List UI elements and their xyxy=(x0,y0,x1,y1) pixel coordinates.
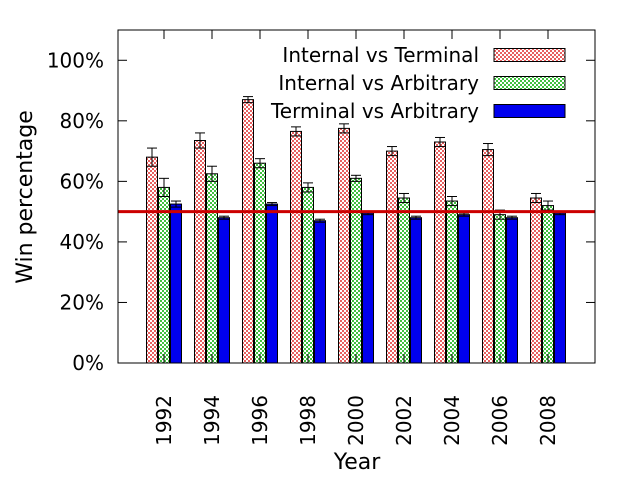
error-bar-internal-vs-terminal-2000 xyxy=(339,123,349,134)
y-tick-label-100: 100% xyxy=(47,48,104,72)
error-bar-internal-vs-terminal-1994 xyxy=(195,132,205,149)
legend-swatch xyxy=(493,104,566,118)
x-tick-label-2006: 2006 xyxy=(488,395,512,446)
bar-internal-vs-terminal-2002 xyxy=(386,150,398,364)
error-bar-internal-vs-terminal-2008 xyxy=(531,192,541,204)
bar-terminal-vs-arbitrary-2008 xyxy=(554,212,566,364)
legend-swatch xyxy=(493,48,566,62)
legend-label: Internal vs Terminal xyxy=(282,43,479,67)
legend-swatch xyxy=(493,76,566,90)
legend: Internal vs Terminal Internal vs Arbitrar… xyxy=(270,43,566,123)
error-bar-internal-vs-terminal-1992 xyxy=(147,147,157,167)
error-bar-internal-vs-arbitrary-1994 xyxy=(207,165,217,182)
x-tick-label-1994: 1994 xyxy=(200,395,224,446)
y-tick-label-20: 20% xyxy=(60,290,104,314)
legend-label: Internal vs Arbitrary xyxy=(278,71,479,95)
legend-label: Terminal vs Arbitrary xyxy=(270,99,479,123)
bar-internal-vs-arbitrary-2002 xyxy=(398,197,410,364)
x-tick-label-2008: 2008 xyxy=(536,395,560,446)
error-bar-terminal-vs-arbitrary-1996 xyxy=(267,202,277,207)
error-bar-terminal-vs-arbitrary-2004 xyxy=(459,212,469,217)
bar-internal-vs-arbitrary-2008 xyxy=(542,205,554,364)
bar-internal-vs-arbitrary-2000 xyxy=(350,177,362,364)
y-tick-label-60: 60% xyxy=(60,169,104,193)
x-tick-label-2000: 2000 xyxy=(344,395,368,446)
bar-terminal-vs-arbitrary-2004 xyxy=(458,214,470,364)
bar-internal-vs-arbitrary-2006 xyxy=(494,214,506,364)
error-bar-terminal-vs-arbitrary-1994 xyxy=(219,215,229,220)
legend-item-internal-vs-arbitrary: Internal vs Arbitrary xyxy=(278,71,566,95)
bar-internal-vs-arbitrary-1998 xyxy=(302,186,314,364)
y-axis-title: Win percentage xyxy=(13,110,38,284)
error-bar-internal-vs-terminal-1998 xyxy=(291,126,301,137)
bar-internal-vs-arbitrary-2004 xyxy=(446,200,458,364)
bar-internal-vs-terminal-1994 xyxy=(194,139,206,364)
error-bar-internal-vs-arbitrary-1992 xyxy=(159,177,169,197)
error-bars-layer xyxy=(147,96,565,223)
error-bar-internal-vs-arbitrary-2004 xyxy=(447,196,457,207)
bar-internal-vs-terminal-2008 xyxy=(530,197,542,364)
bar-terminal-vs-arbitrary-1992 xyxy=(170,203,182,364)
y-tick-label-80: 80% xyxy=(60,109,104,133)
error-bar-internal-vs-arbitrary-1996 xyxy=(255,158,265,169)
bar-terminal-vs-arbitrary-1998 xyxy=(314,220,326,364)
bar-internal-vs-terminal-1996 xyxy=(242,99,254,364)
error-bar-terminal-vs-arbitrary-1998 xyxy=(315,218,325,223)
x-tick-label-1998: 1998 xyxy=(296,395,320,446)
bars-layer xyxy=(146,99,566,364)
bar-internal-vs-terminal-1998 xyxy=(290,130,302,364)
error-bar-internal-vs-arbitrary-1998 xyxy=(303,182,313,193)
x-tick-label-1996: 1996 xyxy=(248,395,272,446)
x-axis-title: Year xyxy=(333,450,382,475)
error-bar-internal-vs-terminal-2002 xyxy=(387,146,397,157)
bar-internal-vs-terminal-2000 xyxy=(338,127,350,364)
legend-item-terminal-vs-arbitrary: Terminal vs Arbitrary xyxy=(270,99,566,123)
bar-terminal-vs-arbitrary-1994 xyxy=(218,217,230,364)
error-bar-terminal-vs-arbitrary-2006 xyxy=(507,215,517,220)
error-bar-internal-vs-terminal-2004 xyxy=(435,136,445,148)
bar-terminal-vs-arbitrary-1996 xyxy=(266,203,278,364)
y-tick-label-40: 40% xyxy=(60,230,104,254)
x-tick-label-2004: 2004 xyxy=(440,395,464,446)
bar-internal-vs-arbitrary-1992 xyxy=(158,186,170,364)
error-bar-internal-vs-terminal-2006 xyxy=(483,143,493,157)
bar-internal-vs-terminal-1992 xyxy=(146,156,158,364)
x-tick-label-1992: 1992 xyxy=(152,395,176,446)
error-bar-internal-vs-arbitrary-2000 xyxy=(351,174,361,182)
bar-terminal-vs-arbitrary-2006 xyxy=(506,217,518,364)
y-tick-label-0: 0% xyxy=(72,351,104,375)
y-axis-ticks: 0% 20% 40% 60% 80% 100% xyxy=(47,48,595,375)
error-bar-terminal-vs-arbitrary-1992 xyxy=(171,200,181,208)
x-axis-ticks: 1992 1994 1996 1998 2000 2002 2004 2006 2008 xyxy=(152,30,560,446)
bar-internal-vs-terminal-2004 xyxy=(434,141,446,364)
bar-internal-vs-arbitrary-1996 xyxy=(254,162,266,364)
legend-item-internal-vs-terminal: Internal vs Terminal xyxy=(282,43,566,67)
bar-terminal-vs-arbitrary-2002 xyxy=(410,217,422,364)
error-bar-terminal-vs-arbitrary-2002 xyxy=(411,215,421,220)
error-bar-internal-vs-arbitrary-2002 xyxy=(399,192,409,204)
bar-internal-vs-terminal-2006 xyxy=(482,149,494,364)
bar-internal-vs-arbitrary-1994 xyxy=(206,173,218,364)
x-tick-label-2002: 2002 xyxy=(392,395,416,446)
error-bar-internal-vs-terminal-1996 xyxy=(243,96,253,104)
error-bar-internal-vs-arbitrary-2008 xyxy=(543,200,553,211)
bar-terminal-vs-arbitrary-2000 xyxy=(362,212,374,364)
